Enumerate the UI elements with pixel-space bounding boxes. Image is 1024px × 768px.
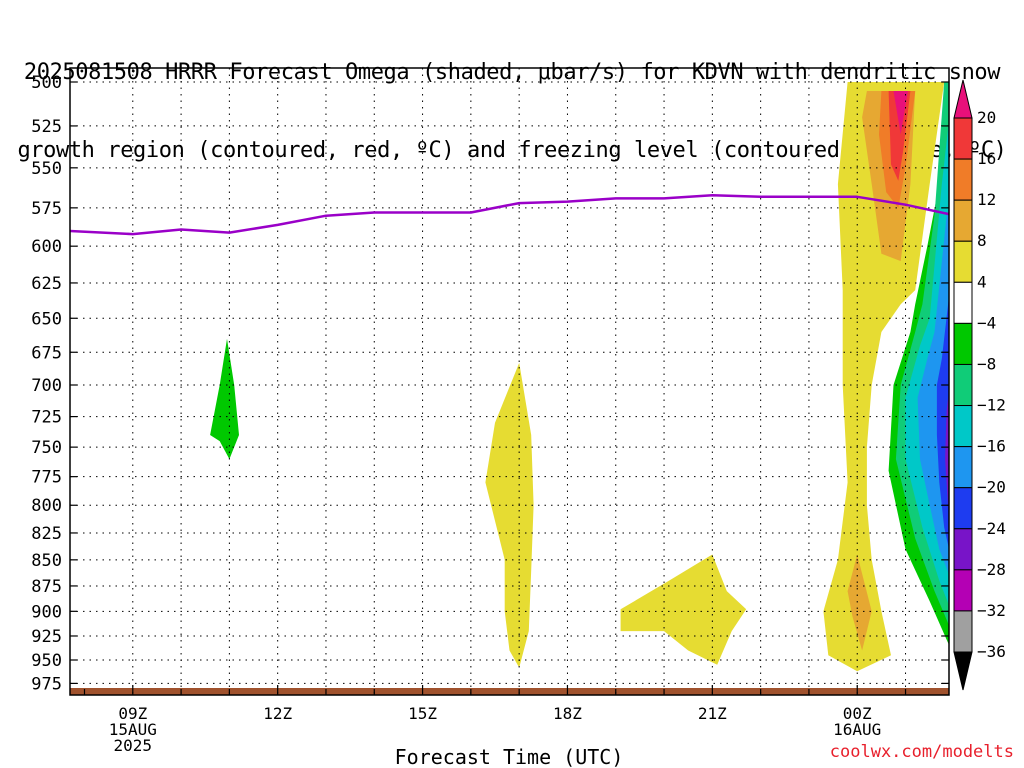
colorbar-label-11: −24 — [977, 519, 1006, 538]
colorbar: 20 16 12 8 4 −4 −8 −12 −16 −20 −24 −28 −32 −36 — [953, 79, 1006, 691]
y-tick-label-850: 850 — [31, 551, 62, 571]
colorbar-label-12: −28 — [977, 560, 1006, 579]
freezing-level-line — [70, 193, 949, 236]
y-tick-label-825: 825 — [31, 524, 62, 544]
y-tick-label-725: 725 — [31, 408, 62, 428]
x-tick-label-12-0: 12Z — [263, 704, 292, 723]
omega-region-13 — [888, 91, 911, 181]
x-tick-label-21-0: 21Z — [698, 704, 727, 723]
colorbar-bin-11 — [953, 487, 973, 530]
omega-region-10 — [823, 82, 945, 672]
omega-region-8 — [485, 362, 534, 668]
colorbar-label-9: −16 — [977, 437, 1006, 456]
omega-region-6 — [945, 391, 949, 515]
omega-region-9 — [620, 554, 747, 665]
colorbar-bin-15 — [953, 651, 973, 691]
colorbar-label-13: −32 — [977, 601, 1006, 620]
y-tick-label-800: 800 — [31, 496, 62, 516]
colorbar-bin-12 — [953, 528, 973, 571]
y-tick-label-775: 775 — [31, 468, 62, 488]
x-tick-label-18-0: 18Z — [553, 704, 582, 723]
x-tick-label-15-0: 15Z — [408, 704, 437, 723]
y-tick-label-500: 500 — [31, 73, 62, 93]
colorbar-label-1: 20 — [977, 108, 996, 127]
colorbar-label-4: 8 — [977, 231, 987, 250]
colorbar-bin-3 — [953, 158, 973, 201]
x-tick-label-9-0: 09Z — [118, 704, 147, 723]
omega-region-14 — [893, 91, 908, 135]
title-line-1: 2025081508 HRRR Forecast Omega (shaded, … — [23, 60, 1001, 85]
y-tick-label-525: 525 — [31, 117, 62, 137]
y-tick-label-600: 600 — [31, 237, 62, 257]
grid-lines — [70, 68, 949, 695]
omega-region-15 — [847, 554, 872, 651]
y-tick-label-550: 550 — [31, 159, 62, 179]
colorbar-label-14: −36 — [977, 642, 1006, 661]
x-axis-label: Forecast Time (UTC) — [395, 745, 624, 768]
y-tick-label-750: 750 — [31, 438, 62, 458]
ground-strip — [70, 688, 949, 695]
colorbar-bin-9 — [953, 405, 973, 448]
y-tick-label-575: 575 — [31, 199, 62, 219]
x-tick-label-9-2: 2025 — [114, 736, 153, 755]
y-tick-label-925: 925 — [31, 627, 62, 647]
plot-frame — [69, 67, 950, 696]
colorbar-bin-14 — [953, 610, 973, 653]
colorbar-bin-2 — [953, 117, 973, 160]
y-tick-label-975: 975 — [31, 674, 62, 694]
colorbar-bin-8 — [953, 363, 973, 407]
y-tick-label-700: 700 — [31, 376, 62, 396]
omega-region-7 — [210, 338, 239, 460]
colorbar-bin-5 — [953, 240, 973, 283]
y-tick-label-625: 625 — [31, 274, 62, 294]
x-tick-label-9-1: 15AUG — [109, 720, 157, 739]
colorbar-label-2: 16 — [977, 149, 996, 168]
colorbar-bin-7 — [953, 322, 973, 365]
omega-region-5 — [936, 296, 949, 550]
colorbar-label-8: −12 — [977, 396, 1006, 415]
colorbar-bin-10 — [953, 446, 973, 489]
colorbar-bin-1 — [953, 79, 973, 119]
colorbar-bin-6 — [953, 281, 973, 324]
y-axis: 500 525 550 575 600 625 650 675 700 725 750 775 800 8… — [31, 73, 949, 694]
omega-shading — [70, 82, 949, 695]
x-tick-label-24-0: 00Z — [843, 704, 872, 723]
y-tick-label-875: 875 — [31, 577, 62, 597]
colorbar-label-10: −20 — [977, 478, 1006, 497]
colorbar-label-3: 12 — [977, 190, 996, 209]
watermark: coolwx.com/modelts — [829, 742, 1014, 762]
colorbar-label-6: −4 — [977, 313, 996, 332]
colorbar-label-7: −8 — [977, 354, 996, 373]
colorbar-label-5: 4 — [977, 272, 987, 291]
y-tick-label-650: 650 — [31, 309, 62, 329]
x-tick-label-24-1: 16AUG — [833, 720, 881, 739]
y-tick-label-675: 675 — [31, 343, 62, 363]
colorbar-bin-13 — [953, 569, 973, 612]
y-tick-label-950: 950 — [31, 651, 62, 671]
colorbar-bin-4 — [953, 199, 973, 242]
y-tick-label-900: 900 — [31, 602, 62, 622]
freezing-level-contour — [70, 193, 949, 236]
